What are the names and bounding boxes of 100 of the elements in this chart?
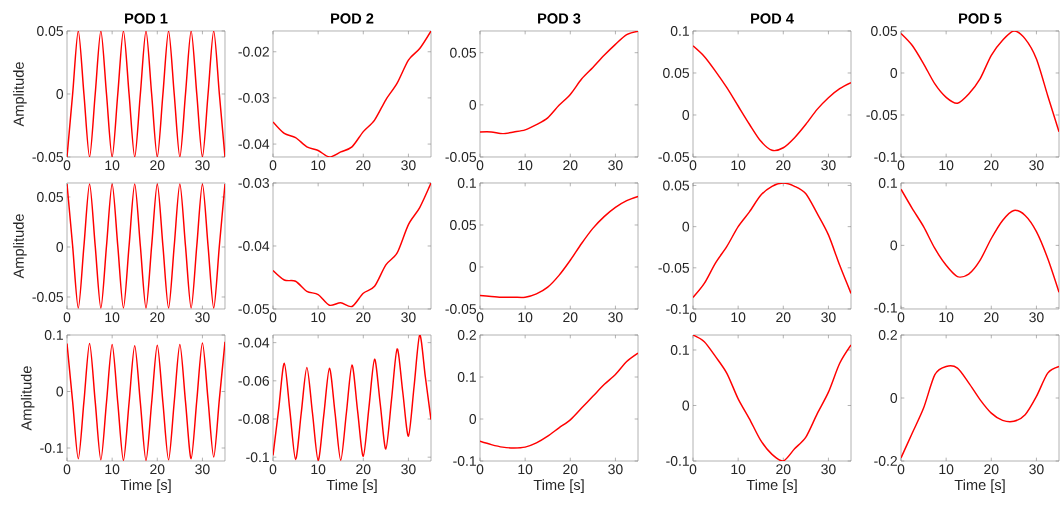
y-tick-label: 0.05 xyxy=(450,220,477,230)
x-tick-label: 0 xyxy=(897,312,905,323)
y-tick-label: -0.05 xyxy=(32,152,64,162)
x-tick-label: 30 xyxy=(821,160,836,171)
y-tick-label: 0.05 xyxy=(663,68,690,78)
x-tick-label: 20 xyxy=(150,160,165,171)
x-tick-label: 20 xyxy=(984,464,999,475)
x-tick-label: 10 xyxy=(731,312,746,323)
y-tick-label: 0.05 xyxy=(37,26,64,36)
x-tick-label: 0 xyxy=(689,160,697,171)
y-tick-label: 0 xyxy=(682,221,690,232)
x-tick-label: 10 xyxy=(311,464,326,475)
line-series xyxy=(901,30,1060,133)
y-tick-label: 0.1 xyxy=(44,330,63,340)
line-series xyxy=(480,30,639,135)
y-tick-label: 0.05 xyxy=(450,47,477,58)
x-tick-label: 10 xyxy=(518,464,533,475)
x-tick-label: 10 xyxy=(105,160,120,171)
y-tick-label: 0.2 xyxy=(457,330,476,340)
line-series xyxy=(273,182,431,308)
x-axis-title: Time [s] xyxy=(326,479,377,493)
x-tick-label: 20 xyxy=(563,312,578,323)
y-tick-label: -0.05 xyxy=(658,152,690,162)
x-tick-label: 20 xyxy=(984,160,999,171)
x-tick-label: 0 xyxy=(476,464,484,475)
x-tick-label: 0 xyxy=(63,464,71,475)
line-series xyxy=(901,365,1060,459)
chart-title: POD 4 xyxy=(751,13,794,24)
y-tick-label: 0 xyxy=(56,242,64,252)
line-series xyxy=(693,182,852,299)
y-tick-label: -0.1 xyxy=(874,152,897,162)
x-tick-label: 10 xyxy=(105,312,120,323)
y-tick-label: 0 xyxy=(890,240,898,251)
y-tick-label: 0.1 xyxy=(878,178,897,188)
x-tick-label: 10 xyxy=(731,160,746,171)
line-series xyxy=(693,335,852,461)
y-tick-label: -0.1 xyxy=(246,452,269,463)
y-tick-label: -0.05 xyxy=(658,262,690,273)
y-tick-label: 0.05 xyxy=(37,192,64,202)
x-axis-title: Time [s] xyxy=(954,479,1005,493)
x-tick-label: 10 xyxy=(518,160,533,171)
y-tick-label: 0 xyxy=(56,386,64,397)
y-axis-title: Amplitude xyxy=(13,62,27,127)
y-tick-label: 0 xyxy=(890,68,898,78)
x-tick-label: 0 xyxy=(63,160,71,171)
y-tick-label: -0.03 xyxy=(238,92,270,103)
y-tick-label: 0.1 xyxy=(670,26,689,36)
x-tick-label: 30 xyxy=(195,160,210,171)
chart-title: POD 1 xyxy=(125,13,168,24)
x-tick-label: 10 xyxy=(518,312,533,323)
x-tick-label: 0 xyxy=(269,312,277,323)
y-tick-label: 0 xyxy=(682,400,690,411)
x-tick-label: 0 xyxy=(476,312,484,323)
x-axis-title: Time [s] xyxy=(120,479,171,493)
x-tick-label: 0 xyxy=(476,160,484,171)
y-tick-label: -0.06 xyxy=(238,375,270,386)
x-tick-label: 30 xyxy=(1029,464,1044,475)
x-tick-label: 0 xyxy=(269,160,277,171)
y-tick-label: 0 xyxy=(469,414,477,424)
x-tick-label: 10 xyxy=(311,312,326,323)
line-series xyxy=(273,334,431,461)
y-tick-label: 0.05 xyxy=(663,180,690,191)
line-series xyxy=(480,352,639,449)
y-tick-label: -0.05 xyxy=(866,110,898,120)
y-tick-label: 0 xyxy=(469,262,477,272)
chart-title: POD 2 xyxy=(331,13,374,24)
x-tick-label: 20 xyxy=(150,312,165,323)
x-tick-label: 20 xyxy=(563,464,578,475)
line-series xyxy=(67,341,225,461)
chart-title: POD 3 xyxy=(538,13,581,24)
x-tick-label: 0 xyxy=(689,312,697,323)
x-tick-label: 20 xyxy=(776,312,791,323)
x-tick-label: 0 xyxy=(63,312,71,323)
x-axis-title: Time [s] xyxy=(533,479,584,493)
y-tick-label: -0.05 xyxy=(445,152,477,162)
y-tick-label: -0.1 xyxy=(666,456,689,466)
x-tick-label: 20 xyxy=(563,160,578,171)
y-tick-label: -0.08 xyxy=(238,414,270,424)
y-tick-label: -0.1 xyxy=(453,456,476,466)
x-tick-label: 30 xyxy=(608,464,623,475)
chart-title: POD 5 xyxy=(959,13,1002,24)
y-tick-label: -0.1 xyxy=(40,443,63,453)
x-tick-label: 20 xyxy=(356,312,371,323)
y-tick-label: 0 xyxy=(890,393,898,403)
x-tick-label: 0 xyxy=(897,160,905,171)
x-tick-label: 30 xyxy=(821,464,836,475)
x-tick-label: 20 xyxy=(356,160,371,171)
y-tick-label: 0.2 xyxy=(878,330,897,340)
y-tick-label: 0 xyxy=(469,99,477,110)
x-tick-label: 30 xyxy=(1029,312,1044,323)
y-tick-label: -0.04 xyxy=(238,139,270,150)
y-tick-label: -0.02 xyxy=(238,46,269,57)
x-tick-label: 30 xyxy=(1029,160,1044,171)
y-tick-label: 0.1 xyxy=(670,345,689,355)
x-tick-label: 20 xyxy=(776,464,791,475)
x-tick-label: 10 xyxy=(731,464,746,475)
y-tick-label: 0.1 xyxy=(457,372,476,382)
x-tick-label: 20 xyxy=(984,312,999,323)
y-tick-label: -0.1 xyxy=(666,304,689,314)
y-tick-label: -0.05 xyxy=(445,304,477,314)
